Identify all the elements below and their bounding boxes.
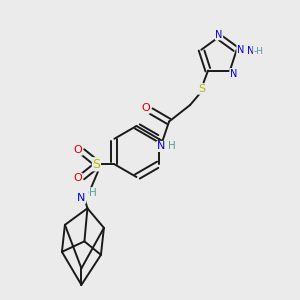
Text: O: O	[74, 145, 82, 155]
Text: N: N	[230, 68, 237, 79]
Text: N: N	[157, 141, 165, 152]
Text: N: N	[77, 193, 86, 203]
Text: O: O	[74, 173, 82, 183]
Text: N: N	[247, 46, 254, 56]
Text: O: O	[141, 103, 150, 113]
Text: N: N	[237, 45, 244, 55]
Text: N: N	[215, 30, 223, 40]
Text: S: S	[92, 158, 101, 171]
Text: H: H	[88, 188, 96, 198]
Text: H: H	[168, 141, 176, 152]
Text: -H: -H	[253, 47, 263, 56]
Text: S: S	[199, 84, 206, 94]
